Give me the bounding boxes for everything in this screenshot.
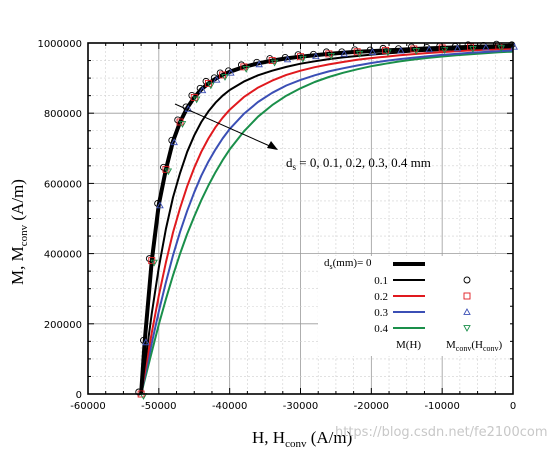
y-tick-label: 1000000 bbox=[37, 39, 82, 50]
y-tick-label: 800000 bbox=[44, 109, 82, 120]
annotation-text: ds = 0, 0.1, 0.2, 0.3, 0.4 mm bbox=[286, 155, 431, 172]
data-point-0-4 bbox=[384, 49, 392, 57]
data-point-0 bbox=[351, 46, 359, 54]
series-line-0-1 bbox=[140, 46, 514, 395]
data-point-0-3 bbox=[170, 138, 178, 146]
y-tick-label: 600000 bbox=[44, 179, 82, 190]
x-tick-label: -60000 bbox=[70, 401, 105, 412]
legend-box bbox=[318, 256, 510, 356]
data-point-0-4 bbox=[355, 50, 364, 58]
data-point-0-4 bbox=[412, 48, 420, 55]
data-point-0-4 bbox=[207, 82, 215, 90]
data-point-0-3 bbox=[368, 48, 377, 55]
x-tick-label: -30000 bbox=[283, 401, 318, 412]
data-point-0 bbox=[237, 61, 245, 69]
data-point-0 bbox=[492, 40, 500, 48]
data-point-0-3 bbox=[453, 44, 462, 52]
legend-marker-0-1 bbox=[463, 276, 471, 284]
data-point-0-3 bbox=[283, 55, 292, 63]
data-point-0-3 bbox=[227, 68, 235, 76]
data-point-0 bbox=[464, 41, 472, 49]
legend-col-marker-label: Mconv(Hconv) bbox=[446, 339, 503, 353]
data-point-0-4 bbox=[270, 59, 279, 67]
data-point-0-4 bbox=[440, 47, 449, 54]
y-axis-title: M, Mconv (A/m) bbox=[8, 179, 30, 285]
data-point-0-3 bbox=[255, 60, 263, 68]
data-point-0 bbox=[379, 44, 387, 52]
data-point-0 bbox=[135, 388, 143, 396]
legend-label-0-3: 0.3 bbox=[374, 307, 388, 319]
data-point-0 bbox=[216, 69, 224, 77]
data-point-0 bbox=[266, 55, 274, 62]
data-point-0-3 bbox=[212, 75, 221, 83]
x-tick-label: 0 bbox=[510, 401, 516, 412]
series-line-0-3 bbox=[140, 49, 514, 395]
data-point-0-3 bbox=[340, 49, 348, 57]
data-point-0-4 bbox=[242, 66, 250, 73]
legend-marker-0-4 bbox=[463, 325, 471, 332]
y-tick-label: 400000 bbox=[44, 250, 82, 261]
annotation-arrow bbox=[174, 103, 278, 150]
watermark: https://blog.csdn.net/fe2100com bbox=[335, 425, 547, 440]
axis-ticks: -60000 -50000 -40000 -30000 -20000 -10000 0 0 20… bbox=[37, 39, 516, 412]
data-point-0-3 bbox=[482, 43, 490, 51]
data-point-0-3 bbox=[156, 201, 164, 209]
data-point-0-4 bbox=[497, 45, 505, 53]
legend-marker-0-3 bbox=[463, 308, 471, 315]
data-point-0-4 bbox=[192, 96, 201, 104]
data-point-0 bbox=[407, 43, 415, 51]
data-point-0-4 bbox=[221, 74, 229, 81]
data-point-0 bbox=[294, 51, 302, 59]
data-point-0-4 bbox=[469, 46, 477, 53]
series-line-0 bbox=[139, 43, 514, 395]
x-tick-label: -10000 bbox=[424, 401, 459, 412]
x-tick-label: -40000 bbox=[212, 401, 247, 412]
y-tick-label: 0 bbox=[76, 390, 82, 401]
series-line-0-2 bbox=[140, 47, 514, 395]
data-point-0-3 bbox=[312, 52, 320, 60]
x-axis-title: H, Hconv (A/m) bbox=[252, 428, 352, 450]
data-point-0 bbox=[188, 91, 196, 99]
data-point-0-4 bbox=[164, 168, 173, 176]
data-point-0 bbox=[145, 255, 153, 263]
legend-label-0-4: 0.4 bbox=[374, 323, 388, 335]
data-point-0 bbox=[174, 116, 182, 124]
data-point-0 bbox=[322, 48, 330, 56]
legend-label-0-1: 0.1 bbox=[374, 275, 388, 287]
data-point-0-3 bbox=[198, 86, 207, 94]
x-tick-label: -20000 bbox=[354, 401, 389, 412]
data-point-0 bbox=[160, 163, 167, 171]
data-point-0-4 bbox=[327, 53, 335, 60]
y-tick-label: 200000 bbox=[44, 320, 82, 331]
data-point-0-3 bbox=[142, 338, 150, 346]
legend-header: ds(mm)= 0 bbox=[324, 257, 372, 271]
data-point-0 bbox=[202, 77, 210, 85]
x-tick-label: -50000 bbox=[141, 401, 176, 412]
legend-col-line-label: M(H) bbox=[396, 339, 421, 351]
legend: ds(mm)= 0 0.1 0.2 0.3 0.4 M(H) Mconv(Hconv) bbox=[318, 256, 510, 356]
series-line-0-4 bbox=[140, 50, 514, 395]
data-point-0-4 bbox=[299, 55, 307, 63]
series-group bbox=[139, 43, 514, 395]
legend-marker-0-2 bbox=[463, 292, 471, 300]
data-point-0-3 bbox=[425, 45, 433, 53]
data-point-0-3 bbox=[397, 46, 405, 54]
data-point-0-4 bbox=[150, 259, 158, 267]
data-point-0-4 bbox=[178, 121, 187, 128]
legend-label-0-2: 0.2 bbox=[374, 291, 388, 303]
data-point-0-3 bbox=[184, 105, 193, 112]
